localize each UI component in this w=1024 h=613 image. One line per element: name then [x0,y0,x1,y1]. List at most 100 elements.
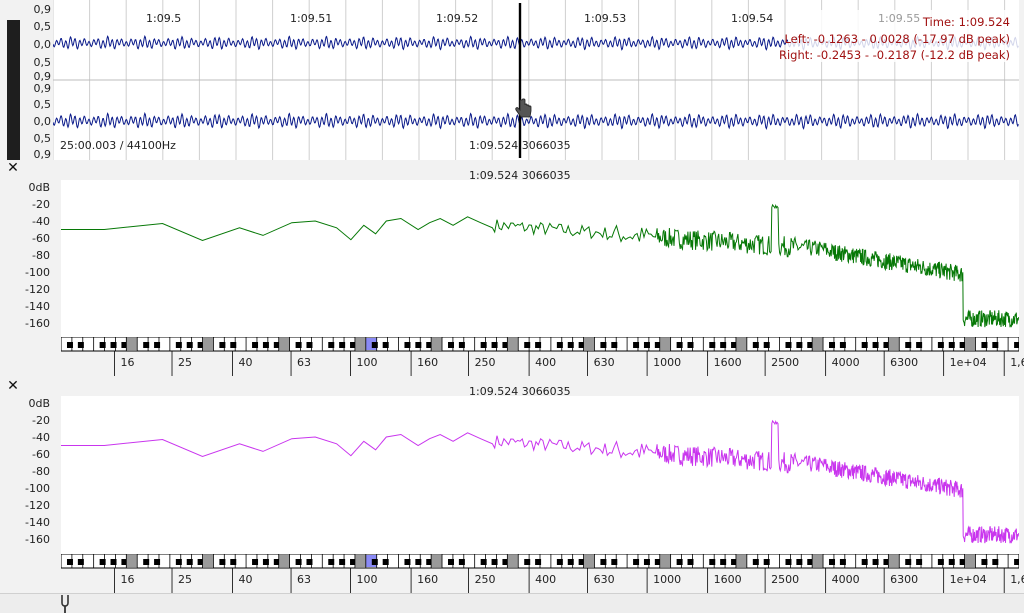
piano-black-key[interactable] [350,559,357,565]
piano-black-key[interactable] [578,559,585,565]
piano-keyboard[interactable] [61,337,1019,351]
piano-black-key[interactable] [252,342,259,348]
piano-key[interactable] [507,338,519,350]
piano-black-key[interactable] [295,559,302,565]
piano-keyboard[interactable] [61,554,1019,568]
piano-black-key[interactable] [458,342,465,348]
piano-black-key[interactable] [77,559,84,565]
piano-key[interactable] [202,338,214,350]
piano-key[interactable] [659,338,671,350]
piano-black-key[interactable] [731,559,738,565]
piano-key[interactable] [964,338,976,350]
piano-black-key[interactable] [905,342,912,348]
piano-black-key[interactable] [752,342,759,348]
piano-black-key[interactable] [785,559,792,565]
piano-black-key[interactable] [948,342,955,348]
piano-black-key[interactable] [709,559,716,565]
piano-black-key[interactable] [491,342,498,348]
piano-black-key[interactable] [154,342,161,348]
piano-black-key[interactable] [556,342,563,348]
piano-black-key[interactable] [785,342,792,348]
piano-black-key[interactable] [197,342,204,348]
spectrum-plot-left[interactable] [61,180,1019,340]
piano-black-key[interactable] [273,559,280,565]
piano-black-key[interactable] [219,559,226,565]
piano-black-key[interactable] [339,559,346,565]
piano-black-key[interactable] [807,342,814,348]
piano-black-key[interactable] [633,342,640,348]
piano-black-key[interactable] [567,342,574,348]
piano-black-key[interactable] [415,559,422,565]
piano-black-key[interactable] [230,559,237,565]
piano-black-key[interactable] [535,342,542,348]
piano-black-key[interactable] [524,559,531,565]
piano-black-key[interactable] [872,559,879,565]
piano-black-key[interactable] [720,559,727,565]
piano-key[interactable] [278,555,290,567]
piano-key[interactable] [583,338,595,350]
piano-black-key[interactable] [197,559,204,565]
piano-black-key[interactable] [731,342,738,348]
piano-key[interactable] [964,555,976,567]
piano-black-key[interactable] [415,342,422,348]
piano-black-key[interactable] [861,559,868,565]
piano-black-key[interactable] [883,342,890,348]
piano-black-key[interactable] [252,559,259,565]
piano-black-key[interactable] [916,342,923,348]
piano-black-key[interactable] [763,342,770,348]
piano-black-key[interactable] [916,559,923,565]
waveform-plot[interactable] [53,0,1019,160]
piano-key[interactable] [431,555,443,567]
piano-black-key[interactable] [186,342,193,348]
piano-black-key[interactable] [643,342,650,348]
piano-black-key[interactable] [796,559,803,565]
piano-black-key[interactable] [295,342,302,348]
piano-black-key[interactable] [99,342,106,348]
piano-black-key[interactable] [872,342,879,348]
piano-black-key[interactable] [861,342,868,348]
piano-black-key[interactable] [404,342,411,348]
piano-black-key[interactable] [839,559,846,565]
piano-black-key[interactable] [219,342,226,348]
piano-black-key[interactable] [328,342,335,348]
piano-black-key[interactable] [480,342,487,348]
piano-black-key[interactable] [77,342,84,348]
piano-black-key[interactable] [752,559,759,565]
tuning-fork-icon[interactable] [58,594,72,613]
piano-black-key[interactable] [339,342,346,348]
piano-black-key[interactable] [306,559,313,565]
piano-black-key[interactable] [524,342,531,348]
piano-key[interactable] [888,555,900,567]
piano-black-key[interactable] [502,342,509,348]
piano-black-key[interactable] [66,559,73,565]
piano-key[interactable] [583,555,595,567]
piano-black-key[interactable] [556,559,563,565]
piano-black-key[interactable] [937,342,944,348]
piano-key[interactable] [431,338,443,350]
piano-black-key[interactable] [371,559,378,565]
piano-key[interactable] [354,555,366,567]
piano-black-key[interactable] [829,559,836,565]
piano-black-key[interactable] [121,559,128,565]
piano-black-key[interactable] [273,342,280,348]
piano-black-key[interactable] [426,342,433,348]
piano-black-key[interactable] [992,559,999,565]
piano-black-key[interactable] [535,559,542,565]
piano-black-key[interactable] [654,342,661,348]
piano-key[interactable] [659,555,671,567]
piano-black-key[interactable] [154,559,161,565]
piano-key[interactable] [126,555,138,567]
piano-black-key[interactable] [143,342,150,348]
piano-black-key[interactable] [905,559,912,565]
piano-black-key[interactable] [186,559,193,565]
piano-black-key[interactable] [328,559,335,565]
piano-black-key[interactable] [110,342,117,348]
piano-black-key[interactable] [687,342,694,348]
close-icon[interactable]: ✕ [7,160,19,176]
piano-key[interactable] [735,555,747,567]
piano-black-key[interactable] [382,342,389,348]
piano-black-key[interactable] [1014,559,1019,565]
piano-key[interactable] [365,338,377,350]
piano-black-key[interactable] [350,342,357,348]
piano-black-key[interactable] [175,342,182,348]
